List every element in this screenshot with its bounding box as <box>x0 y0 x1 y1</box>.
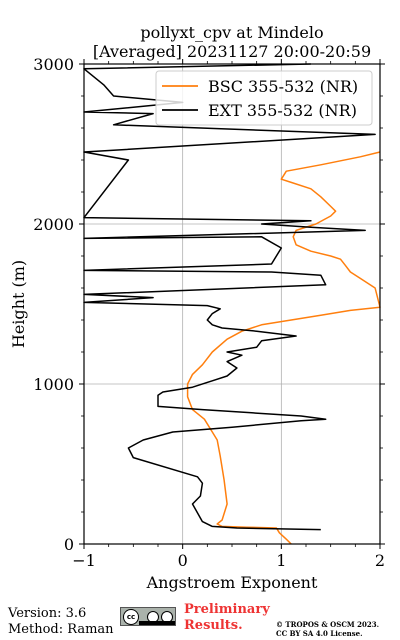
chart-title-line-2: [Averaged] 20231127 20:00-20:59 <box>93 42 371 61</box>
y-tick-label: 2000 <box>33 215 74 234</box>
legend-label-bsc: BSC 355-532 (NR) <box>208 77 358 96</box>
chart-title-line-1: pollyxt_cpv at Mindelo <box>140 23 323 42</box>
chart: pollyxt_cpv at Mindelo [Averaged] 202311… <box>9 23 385 592</box>
y-tick-label: 0 <box>64 535 74 554</box>
series-group <box>83 63 381 545</box>
y-tick-label: 3000 <box>33 55 74 74</box>
copyright-notice: © TROPOS & OSCM 2023. CC BY SA 4.0 Licen… <box>276 620 379 638</box>
method-text: Method: Raman <box>8 622 114 637</box>
legend-box <box>155 70 373 126</box>
version-text: Version: 3.6 <box>8 606 87 621</box>
copyright-line-2: CC BY SA 4.0 License. <box>276 629 363 638</box>
legend-label-ext: EXT 355-532 (NR) <box>208 101 357 120</box>
preliminary-line-1: Preliminary <box>184 602 270 617</box>
series-line-0 <box>186 151 381 545</box>
y-axis-label: Height (m) <box>9 260 28 348</box>
series-line-1 <box>83 63 376 531</box>
x-tick-label: 1 <box>276 551 286 570</box>
badge-strip <box>139 621 175 625</box>
legend: BSC 355-532 (NR) EXT 355-532 (NR) <box>155 70 373 126</box>
cc-logo-icon: cc <box>123 609 139 625</box>
y-tick-label: 1000 <box>33 375 74 394</box>
x-tick-label: 2 <box>375 551 385 570</box>
copyright-line-1: © TROPOS & OSCM 2023. <box>276 620 380 629</box>
x-axis-label: Angstroem Exponent <box>146 573 318 592</box>
preliminary-results-label: Preliminary Results. <box>184 602 270 634</box>
cc-by-sa-icon: cc <box>120 607 176 626</box>
x-tick-label: −1 <box>72 551 96 570</box>
x-tick-label: 0 <box>178 551 188 570</box>
preliminary-line-2: Results. <box>184 618 243 633</box>
